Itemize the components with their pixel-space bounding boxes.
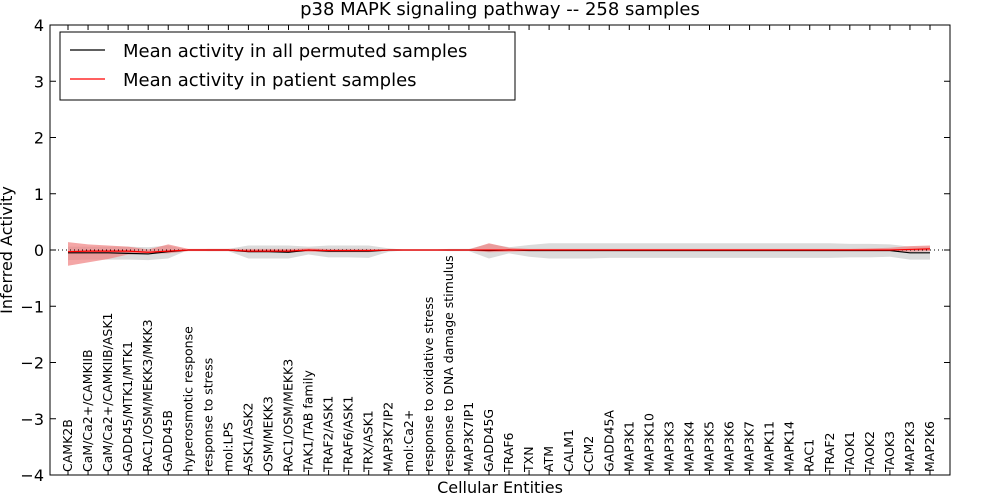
x-tick-label: GADD45A [601,410,616,472]
x-tick-label: GADD45/MTK1/MTK1 [120,341,135,472]
x-tick-label: RAC1/OSM/MEKK3 [281,359,296,472]
x-tick-label: RAC1/OSM/MEKK3/MKK3 [140,319,155,472]
x-tick-label: TAOK1 [842,431,857,473]
x-tick-label: MAP3K10 [641,413,656,472]
x-tick-label: CaM/Ca2+/CAMKIIB/ASK1 [100,313,115,472]
x-tick-label: ASK1/ASK2 [240,403,255,472]
x-tick-label: MAP3K7 [742,421,757,472]
x-tick-label: MAP3K1 [621,421,636,472]
x-axis: CAMK2B CaM/Ca2+/CAMKIIB CaM/Ca2+/CAMKIIB/A… [60,25,937,475]
x-tick-label: TAOK3 [882,431,897,473]
x-tick-label: hyperosmotic response [180,326,195,472]
x-tick-label: MAP3K5 [701,421,716,472]
x-tick-label: ATM [541,446,556,472]
x-tick-label: MAP3K6 [722,421,737,472]
x-tick-label: TRAF6/ASK1 [341,396,356,473]
x-tick-label: TXN [521,446,536,473]
x-tick-label: MAP3K7IP2 [381,402,396,472]
x-tick-label: MAP3K3 [661,421,676,472]
y-tick-label: 1 [34,185,44,204]
x-tick-label: mol:Ca2+ [401,410,416,472]
confidence-bands [68,242,930,266]
x-tick-label: response to DNA damage stimulus [441,255,456,472]
series-lines [67,248,931,255]
y-tick-label: −3 [20,410,44,429]
y-tick-label: −1 [20,297,44,316]
patient-band [68,242,930,266]
patient-mean-line [67,248,931,253]
y-tick-label: −2 [20,354,44,373]
x-tick-label: RAC1 [802,439,817,472]
y-tick-label: −4 [20,466,44,485]
x-tick-label: response to oxidative stress [421,297,436,472]
x-tick-label: CCM2 [581,436,596,472]
x-tick-label: TRAF2/ASK1 [321,396,336,473]
y-tick-label: 2 [34,129,44,148]
x-tick-label: CAMK2B [60,419,75,472]
chart-title: p38 MAPK signaling pathway -- 258 sample… [300,0,700,20]
y-axis-title: Inferred Activity [0,186,16,314]
x-tick-label: MAPK11 [762,421,777,472]
x-tick-label: response to stress [200,358,215,472]
x-tick-label: mol:LPS [220,422,235,472]
x-tick-label: MAP3K7IP1 [461,402,476,472]
x-tick-label: MAPK14 [782,421,797,472]
x-tick-label: MAP3K4 [681,421,696,472]
y-tick-label: 4 [34,16,44,35]
y-tick-label: 0 [34,241,44,260]
x-tick-label: TRX/ASK1 [361,410,376,473]
x-tick-label: TAK1/TAB family [301,369,316,473]
x-tick-label: GADD45B [160,410,175,472]
legend: Mean activity in all permuted samples Me… [59,31,516,101]
x-tick-label: TRAF2 [822,432,837,473]
x-tick-label: TAOK2 [862,431,877,473]
y-axis: −4 −3 −2 −1 0 1 2 3 4 [20,16,950,485]
y-tick-label: 3 [34,72,44,91]
legend-box [59,31,516,101]
x-axis-title: Cellular Entities [437,478,563,497]
legend-label-permuted: Mean activity in all permuted samples [123,41,467,62]
x-tick-label: TRAF6 [501,432,516,473]
x-tick-label: CaM/Ca2+/CAMKIIB [80,349,95,472]
x-tick-label: CALM1 [561,429,576,472]
x-tick-label: OSM/MEKK3 [260,396,275,472]
x-tick-label: GADD45G [481,409,496,472]
x-tick-label: MAP2K6 [922,421,937,472]
legend-label-patient: Mean activity in patient samples [123,70,417,91]
x-tick-label: MAP2K3 [902,421,917,472]
